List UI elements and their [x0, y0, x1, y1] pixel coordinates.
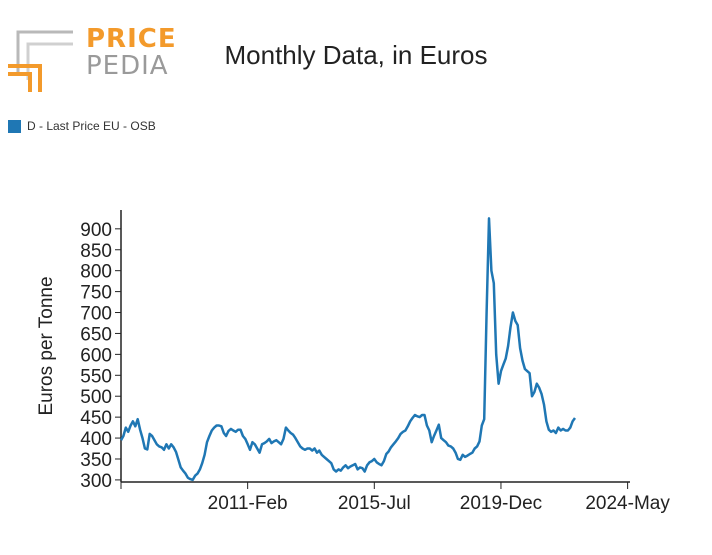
logo-text-price: PRICE: [86, 24, 177, 54]
series-line: [119, 217, 577, 482]
y-tick-label: 450: [80, 408, 112, 429]
x-tick-label: 2019-Dec: [460, 493, 542, 514]
y-tick-label: 400: [80, 429, 112, 450]
x-tick-label: 2015-Jul: [338, 493, 411, 514]
y-tick-label: 850: [80, 241, 112, 262]
y-tick-label: 550: [80, 366, 112, 387]
chart-legend[interactable]: D - Last Price EU - OSB: [8, 119, 156, 133]
y-tick-label: 600: [80, 345, 112, 366]
y-tick-label: 750: [80, 283, 112, 304]
legend-label: D - Last Price EU - OSB: [27, 119, 156, 133]
x-tick-label: 2024-May: [585, 493, 670, 514]
chart-title: Monthly Data, in Euros: [224, 40, 488, 70]
y-tick-label: 650: [80, 324, 112, 345]
y-tick-label: 800: [80, 262, 112, 283]
plot-area: [119, 217, 577, 482]
x-tick-label: 2011-Feb: [208, 493, 288, 514]
logo-mark: [8, 30, 73, 100]
logo-text-pedia: PEDIA: [86, 51, 169, 81]
pricepedia-logo: PRICE PEDIA: [8, 22, 176, 100]
y-tick-label: 900: [80, 220, 112, 241]
y-tick-label: 350: [80, 450, 112, 471]
y-tick-label: 300: [80, 471, 112, 492]
legend-swatch: [8, 119, 21, 133]
x-axis: 2011-Feb 2015-Jul 2019-Dec 2024-May: [120, 481, 670, 514]
y-axis-title: Euros per Tonne: [36, 276, 57, 415]
y-tick-label: 700: [80, 304, 112, 325]
y-tick-label: 500: [80, 387, 112, 408]
